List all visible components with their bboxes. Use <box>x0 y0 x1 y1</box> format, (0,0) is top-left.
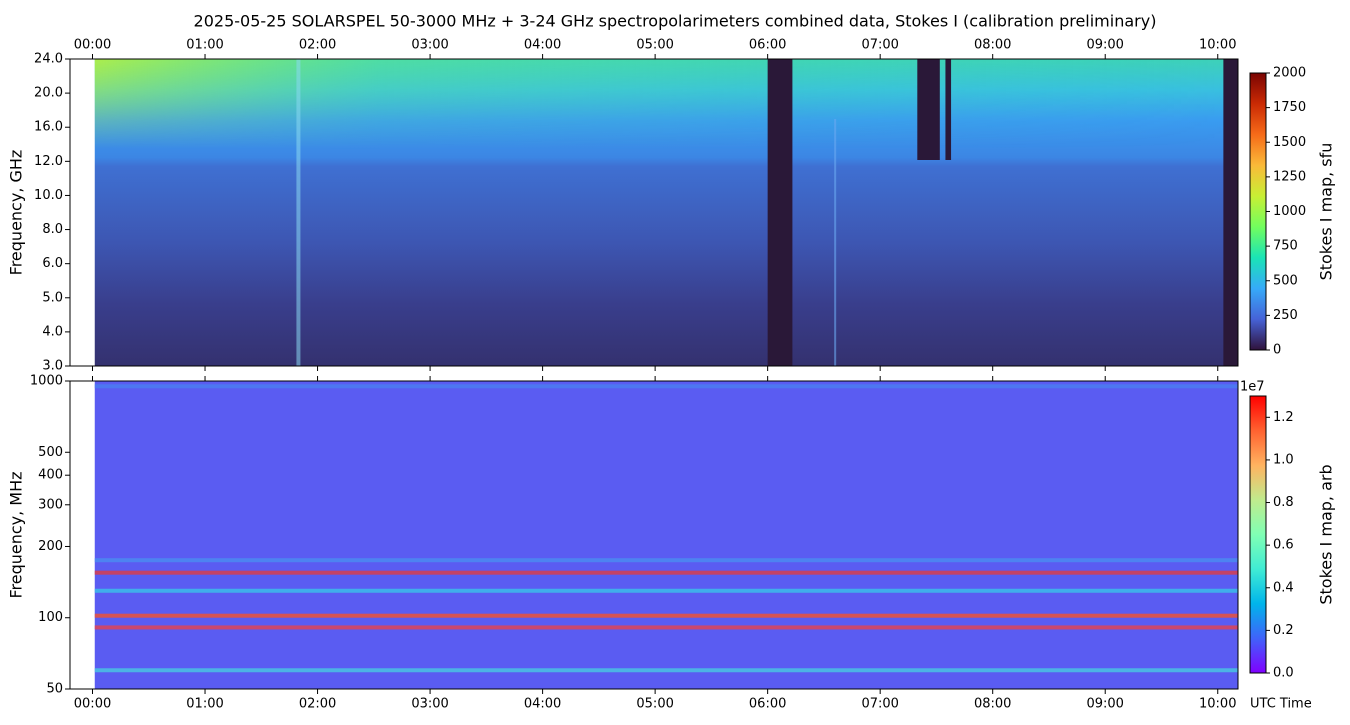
data-gap <box>1223 59 1238 366</box>
y-axis-label: Frequency, MHz <box>7 471 26 598</box>
colorbar-tick-label: 2000 <box>1273 66 1306 81</box>
x-tick-label: 02:00 <box>299 38 336 53</box>
y-tick-label: 400 <box>38 468 63 483</box>
colorbar-tick-label: 500 <box>1273 273 1298 288</box>
y-tick-label: 500 <box>38 445 63 460</box>
y-tick-label: 8.0 <box>42 222 63 237</box>
colorbar-tick-label: 750 <box>1273 239 1298 254</box>
x-tick-label: 03:00 <box>411 697 448 712</box>
y-tick-label: 16.0 <box>34 120 63 135</box>
interference-line <box>94 613 1239 618</box>
x-tick-label: 07:00 <box>861 38 898 53</box>
x-tick-label: 04:00 <box>524 697 561 712</box>
x-tick-label: 03:00 <box>411 38 448 53</box>
x-tick-label: 09:00 <box>1086 697 1123 712</box>
y-tick-label: 50 <box>46 682 63 697</box>
y-tick-label: 12.0 <box>34 154 63 169</box>
colorbar-tick-label: 1000 <box>1273 204 1306 219</box>
interference-line <box>94 588 1239 593</box>
chart-title: 2025-05-25 SOLARSPEL 50-3000 MHz + 3-24 … <box>194 12 1157 31</box>
colorbar-tick-label: 1750 <box>1273 100 1306 115</box>
y-tick-label: 200 <box>38 539 63 554</box>
y-tick-label: 300 <box>38 497 63 512</box>
colorbar-tick-label: 0.2 <box>1273 623 1294 638</box>
y-tick-label: 6.0 <box>42 256 63 271</box>
interference-line <box>94 558 1239 563</box>
x-tick-label: 10:00 <box>1199 38 1236 53</box>
x-tick-label: 00:00 <box>74 697 111 712</box>
colorbar-tick-label: 0.0 <box>1273 666 1294 681</box>
data-gap <box>917 59 940 160</box>
plot-frame <box>69 380 1239 690</box>
colorbar-label: Stokes I map, arb <box>1317 464 1336 604</box>
x-axis-label: UTC Time <box>1250 697 1312 712</box>
y-tick-label: 1000 <box>30 374 63 389</box>
burst-stripe <box>296 59 301 366</box>
colorbar-tick-label: 1.0 <box>1273 452 1294 467</box>
interference-line <box>94 625 1239 630</box>
y-tick-label: 4.0 <box>42 324 63 339</box>
x-tick-label: 10:00 <box>1199 697 1236 712</box>
heatmap-hot-region <box>94 59 1239 149</box>
x-tick-label: 07:00 <box>861 697 898 712</box>
plot-frame <box>69 58 1239 367</box>
colorbar-tick-label: 1500 <box>1273 135 1306 150</box>
colorbar-tick-label: 0.8 <box>1273 495 1294 510</box>
interference-line <box>94 668 1239 673</box>
heatmap <box>94 381 1239 689</box>
x-tick-label: 04:00 <box>524 38 561 53</box>
x-tick-label: 08:00 <box>974 697 1011 712</box>
x-tick-label: 05:00 <box>636 697 673 712</box>
x-tick-label: 08:00 <box>974 38 1011 53</box>
colorbar-tick-label: 0.4 <box>1273 580 1294 595</box>
interference-line <box>94 570 1239 575</box>
y-tick-label: 24.0 <box>34 52 63 67</box>
x-tick-label: 00:00 <box>74 38 111 53</box>
colorbar <box>1249 72 1267 351</box>
y-tick-label: 100 <box>38 610 63 625</box>
y-tick-label: 3.0 <box>42 359 63 374</box>
data-gap <box>767 59 793 366</box>
x-tick-label: 09:00 <box>1086 38 1123 53</box>
x-tick-label: 01:00 <box>186 697 223 712</box>
y-tick-label: 5.0 <box>42 290 63 305</box>
y-tick-label: 10.0 <box>34 188 63 203</box>
colorbar <box>1249 395 1267 674</box>
burst-stripe <box>834 119 837 366</box>
x-tick-label: 06:00 <box>749 697 786 712</box>
colorbar-tick-label: 1250 <box>1273 169 1306 184</box>
x-tick-label: 01:00 <box>186 38 223 53</box>
y-axis-label: Frequency, GHz <box>7 150 26 276</box>
colorbar-offset: 1e7 <box>1240 380 1265 395</box>
x-tick-label: 05:00 <box>636 38 673 53</box>
x-tick-label: 06:00 <box>749 38 786 53</box>
colorbar-tick-label: 1.2 <box>1273 410 1294 425</box>
y-tick-label: 20.0 <box>34 86 63 101</box>
colorbar-tick-label: 0 <box>1273 343 1281 358</box>
data-gap <box>945 59 952 160</box>
interference-line <box>94 384 1239 389</box>
colorbar-label: Stokes I map, sfu <box>1317 143 1336 281</box>
colorbar-tick-label: 250 <box>1273 308 1298 323</box>
colorbar-tick-label: 0.6 <box>1273 538 1294 553</box>
x-tick-label: 02:00 <box>299 697 336 712</box>
